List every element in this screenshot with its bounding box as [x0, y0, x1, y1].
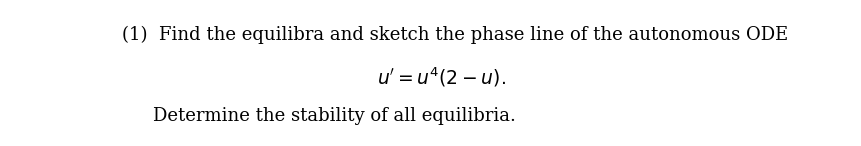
Text: Determine the stability of all equilibria.: Determine the stability of all equilibri… [153, 107, 516, 125]
Text: $u' = u^4(2 - u).$: $u' = u^4(2 - u).$ [377, 66, 505, 89]
Text: (1)  Find the equilibra and sketch the phase line of the autonomous ODE: (1) Find the equilibra and sketch the ph… [122, 25, 788, 44]
